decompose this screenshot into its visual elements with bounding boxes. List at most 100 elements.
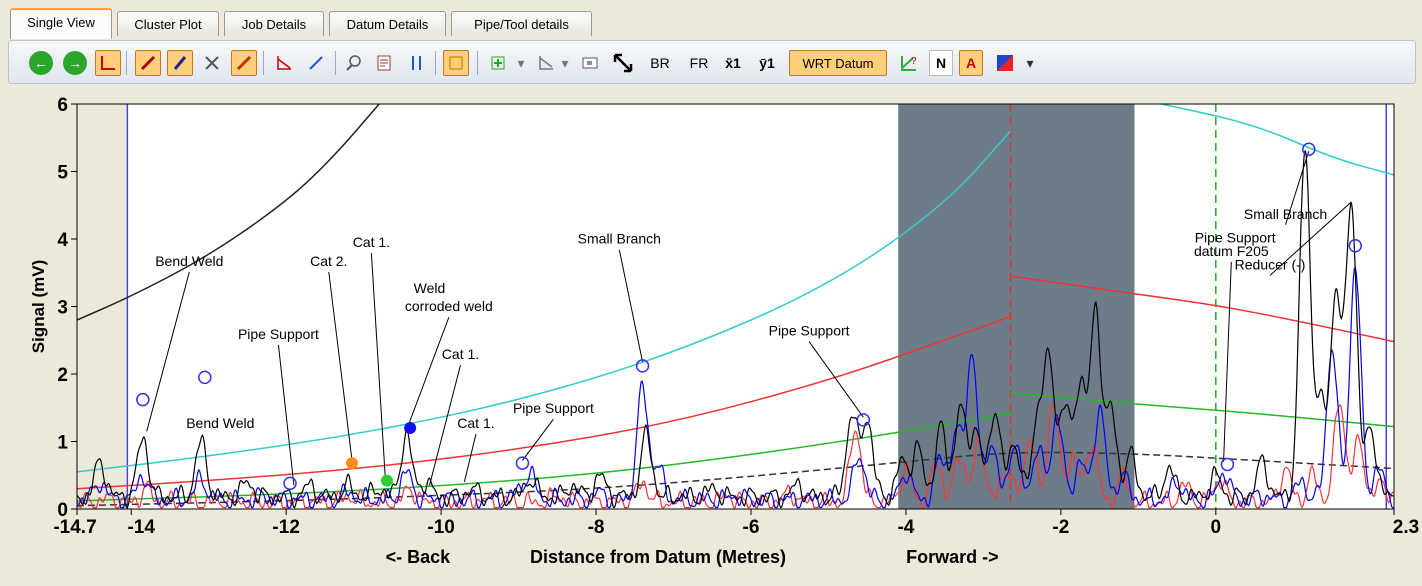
color-flag-icon — [997, 55, 1013, 71]
annotation-leader-11 — [808, 341, 864, 418]
slope-button[interactable] — [303, 50, 329, 76]
threshold-curve-cyan — [76, 130, 1012, 473]
annotation-leader-3 — [328, 271, 353, 461]
color-flag-button[interactable] — [991, 50, 1019, 76]
tab-pipe-tool-details[interactable]: Pipe/Tool details — [451, 11, 592, 36]
data-marker-1 — [198, 370, 212, 385]
svg-text:?: ? — [911, 56, 917, 67]
annotation-leader-4 — [370, 253, 386, 479]
x1-button[interactable]: x̄1 — [725, 55, 741, 71]
x-tick-label-2: -12 — [272, 517, 299, 538]
x-axis-label: Distance from Datum (Metres) — [530, 547, 786, 567]
link-tool-1-button[interactable] — [135, 50, 161, 76]
y-tick-label-5: 5 — [57, 163, 68, 184]
data-marker-7 — [635, 359, 650, 373]
threshold-curve-red — [76, 315, 1011, 490]
help-chart-icon: ? — [901, 56, 917, 71]
columns-icon — [412, 56, 421, 70]
trend-icon — [539, 56, 553, 70]
pencil-icon — [236, 55, 252, 71]
trend-dropdown[interactable]: ▾ — [561, 54, 569, 71]
tab-job-details[interactable]: Job Details — [224, 11, 324, 36]
y-tick-label-2: 2 — [57, 365, 68, 386]
annotation-label-0: Bend Weld — [155, 253, 223, 269]
a-button[interactable]: A — [959, 50, 983, 76]
cross-link-button[interactable] — [199, 50, 225, 76]
note-button[interactable] — [443, 50, 469, 76]
x-tick-label-6: -4 — [897, 517, 914, 538]
axis-chart-icon — [101, 56, 115, 70]
annotation-leader-6 — [408, 317, 450, 425]
threshold-curve-green-right — [1010, 392, 1395, 428]
annotation-label-1: Bend Weld — [186, 415, 254, 431]
pencil-button[interactable] — [231, 50, 257, 76]
columns-button[interactable] — [405, 50, 429, 76]
data-marker-4 — [380, 474, 393, 487]
report-icon — [377, 55, 391, 71]
data-marker-3 — [346, 457, 359, 470]
diagonal-arrow-icon — [613, 53, 633, 73]
link-tool-2-button[interactable] — [167, 50, 193, 76]
report-button[interactable] — [371, 50, 397, 76]
annotation-label-11: Pipe Support — [769, 323, 850, 339]
annotation-leader-8 — [463, 433, 477, 483]
annotation-label-7: Cat 1. — [442, 346, 479, 362]
threshold-curve-black — [76, 103, 380, 321]
data-marker-2 — [283, 476, 297, 491]
shaded-region — [898, 104, 1135, 509]
annotation-label-8: Cat 1. — [457, 415, 494, 431]
tab-single-view[interactable]: Single View — [10, 8, 112, 39]
n-button[interactable]: N — [929, 50, 953, 76]
axis-chart-button[interactable] — [95, 50, 121, 76]
forward-label: Forward -> — [906, 547, 999, 567]
br-button[interactable]: BR — [650, 55, 670, 71]
trend-button[interactable] — [533, 50, 559, 76]
color-flag-dropdown[interactable]: ▾ — [1026, 54, 1034, 71]
tab-datum-details[interactable]: Datum Details — [329, 11, 446, 36]
x-tick-label-3: -10 — [427, 517, 454, 538]
frame-button[interactable] — [577, 50, 603, 76]
threshold-curve-cyan-right — [1161, 103, 1395, 176]
x-tick-label-5: -6 — [743, 517, 760, 538]
y-tick-label-6: 6 — [57, 95, 68, 116]
annotation-label-3: Cat 2. — [310, 253, 347, 269]
back-arrow-icon[interactable]: ← — [29, 51, 53, 75]
add-chart-button[interactable] — [485, 50, 511, 76]
tab-bar: Single View Cluster Plot Job Details Dat… — [0, 0, 1422, 39]
annotation-leader-2 — [277, 344, 295, 486]
annotation-label-9: Pipe Support — [513, 400, 594, 416]
annotation-leader-10 — [618, 249, 644, 362]
annotation-label-14: datum F205 — [1194, 243, 1269, 259]
frame-icon — [582, 57, 598, 69]
annotation-leader-15 — [1269, 201, 1352, 276]
annotation-label-6: corroded weld — [405, 298, 493, 314]
line-draw-icon — [277, 56, 291, 70]
annotation-label-13: Pipe Support — [1195, 229, 1276, 245]
zoom-button[interactable] — [341, 50, 367, 76]
slope-icon — [309, 56, 323, 70]
y-tick-label-0: 0 — [57, 500, 68, 521]
plot-background — [77, 104, 1394, 509]
annotation-leader-12 — [1285, 151, 1310, 225]
help-chart-button[interactable]: ? — [895, 50, 923, 76]
annotation-label-12: Small Branch — [1244, 206, 1327, 222]
line-draw-button[interactable] — [271, 50, 297, 76]
y-tick-label-1: 1 — [57, 433, 68, 454]
left-band — [77, 104, 128, 509]
wrt-datum-button[interactable]: WRT Datum — [789, 50, 887, 76]
fr-button[interactable]: FR — [689, 55, 709, 71]
annotation-label-10: Small Branch — [578, 231, 661, 247]
forward-arrow-icon[interactable]: → — [63, 51, 87, 75]
data-marker-8 — [856, 413, 871, 427]
x-tick-label-8: 0 — [1211, 517, 1222, 538]
signal-chart: Bend Weld Bend Weld Pipe Support Cat 2. Cat … — [29, 95, 1419, 567]
data-marker-11 — [1348, 239, 1363, 253]
diagonal-arrow-button[interactable] — [609, 50, 637, 76]
y1-button[interactable]: ȳ1 — [759, 55, 775, 71]
tab-cluster-plot[interactable]: Cluster Plot — [117, 11, 219, 36]
link-icon — [173, 56, 187, 70]
threshold-curve-red-right — [1010, 275, 1395, 343]
magnifier-icon — [346, 55, 361, 71]
annotation-label-15: Reducer (-) — [1235, 256, 1306, 272]
add-chart-dropdown[interactable]: ▾ — [517, 54, 525, 71]
